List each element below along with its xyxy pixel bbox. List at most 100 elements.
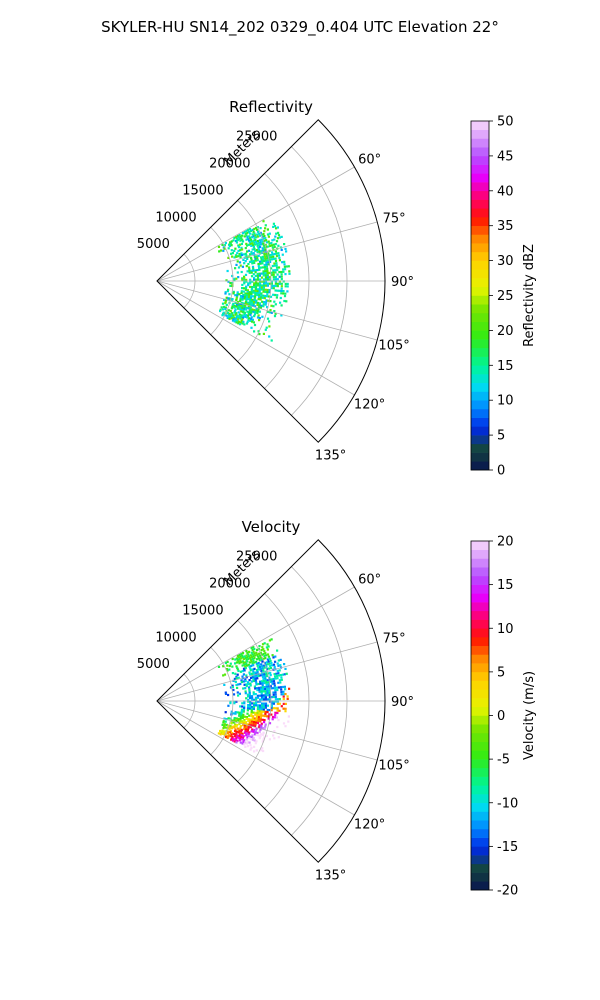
echo-cell [281,685,284,689]
echo-cell [224,307,227,310]
echo-cell [239,299,242,302]
colorbar-tick-label: -20 [497,884,518,899]
echo-cell [248,695,252,698]
echo-cell [238,662,241,665]
echo-cell [234,728,237,731]
echo-cell [255,255,258,258]
echo-cell [236,691,239,694]
echo-cell [220,306,223,309]
echo-cell [223,717,226,720]
echo-cell [273,673,276,676]
echo-cell [240,661,243,664]
echo-cell [249,702,252,705]
echo-cell [230,722,233,725]
echo-cell [263,255,267,258]
echo-cell [253,739,256,742]
colorbar-tick-label: -5 [497,753,510,768]
echo-cell [231,735,234,738]
echo-cell [240,708,244,711]
echo-cell [238,313,242,316]
echo-cell [261,718,264,721]
echo-cell [276,662,279,665]
colorbar-segment [471,863,489,873]
echo-cell [244,656,247,660]
echo-cell [272,656,275,659]
echo-cell [255,715,259,718]
echo-cell [240,303,243,306]
echo-cell [231,252,234,255]
echo-cell [240,315,243,319]
echo-cell [247,249,250,252]
echo-cell [239,716,242,719]
echo-cell [262,657,265,660]
echo-cell [266,257,269,260]
echo-cell [250,293,253,296]
echo-cell [261,682,264,685]
echo-cell [242,710,245,713]
echo-cell [266,653,270,656]
echo-cell [257,718,260,721]
echo-cell [258,250,261,253]
echo-cell [235,317,238,320]
echo-cell [275,266,279,269]
echo-cell [264,227,267,230]
echo-cell [239,655,242,658]
echo-cell [245,697,248,700]
echo-cell [267,683,270,686]
colorbar-segment [471,689,489,699]
echo-cell [245,716,249,719]
colorbar-segment [471,549,489,559]
echo-cell [280,270,283,274]
echo-cell [227,725,230,728]
echo-cell [258,317,261,320]
echo-cell [245,738,248,741]
echo-cell [248,686,251,689]
echo-cell [240,310,243,313]
echo-cell [278,282,281,285]
echo-cell [244,315,247,318]
echo-cell [269,685,272,688]
echo-cell [231,274,234,278]
echo-cell [251,262,254,265]
echo-cell [282,702,285,705]
echo-cell [276,725,279,729]
colorbar-segment [471,286,489,296]
echo-cell [243,739,246,742]
echo-cell [276,278,279,281]
echo-cell [237,683,240,686]
echo-cell [259,262,262,265]
echo-cell [265,666,268,669]
echo-cell [244,232,247,235]
echo-cell [259,674,262,677]
echo-cell [275,254,279,258]
echo-cell [243,311,246,314]
echo-cell [266,658,269,661]
echo-cell [279,301,282,304]
echo-cell [235,737,238,740]
echo-cell [274,235,277,238]
echo-cell [259,260,262,263]
echo-cell [266,278,270,281]
echo-cell [278,280,281,283]
echo-cell [244,287,248,290]
echo-cell [242,290,245,293]
echo-cell [274,275,277,279]
echo-cell [285,672,288,675]
echo-cell [273,665,276,668]
echo-cell [228,317,231,320]
echo-cell [254,711,257,714]
echo-cell [252,730,255,733]
echo-cell [257,652,261,655]
echo-cell [230,240,233,243]
azimuth-tick-label: 135° [315,449,346,464]
echo-cell [256,250,259,254]
echo-cell [259,682,262,685]
echo-cell [255,240,258,243]
echo-cell [272,680,276,683]
echo-cell [248,688,251,691]
echo-cell [237,306,240,309]
colorbar-segment [471,846,489,856]
echo-cell [246,292,249,295]
echo-cell [248,689,251,693]
echo-cell [241,238,244,241]
